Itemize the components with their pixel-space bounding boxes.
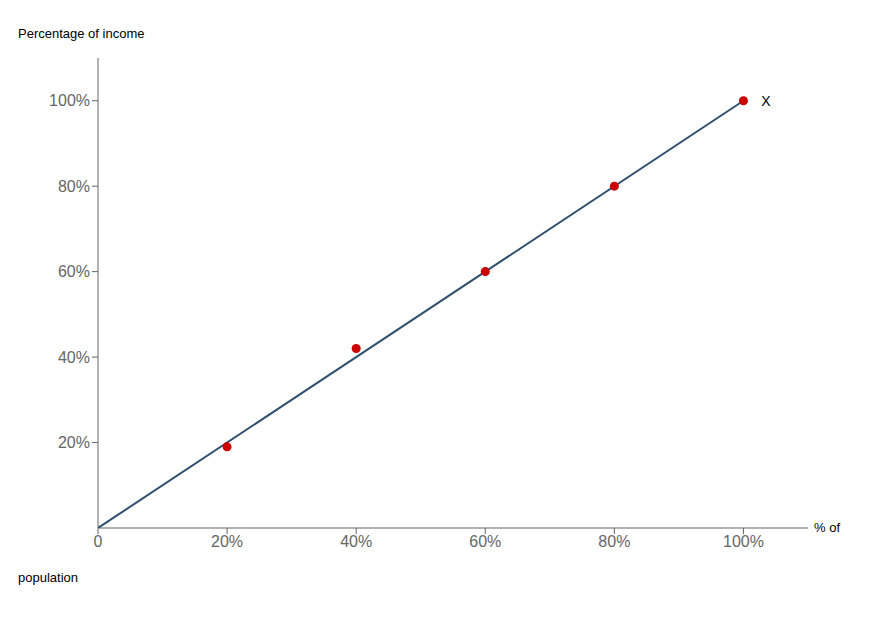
svg-text:60%: 60% — [469, 533, 501, 550]
svg-text:X: X — [761, 93, 771, 109]
html-text:% of: % of — [814, 520, 840, 535]
svg-text:100%: 100% — [49, 92, 90, 109]
svg-text:80%: 80% — [58, 178, 90, 195]
svg-text:40%: 40% — [340, 533, 372, 550]
svg-text:20%: 20% — [211, 533, 243, 550]
svg-text:60%: 60% — [58, 263, 90, 280]
svg-text:80%: 80% — [598, 533, 630, 550]
svg-text:100%: 100% — [723, 533, 764, 550]
html-text:Percentage of income: Percentage of income — [18, 26, 145, 41]
svg-text:0: 0 — [94, 533, 103, 550]
svg-text:20%: 20% — [58, 434, 90, 451]
svg-text:40%: 40% — [58, 349, 90, 366]
html-text:population: population — [18, 570, 78, 585]
